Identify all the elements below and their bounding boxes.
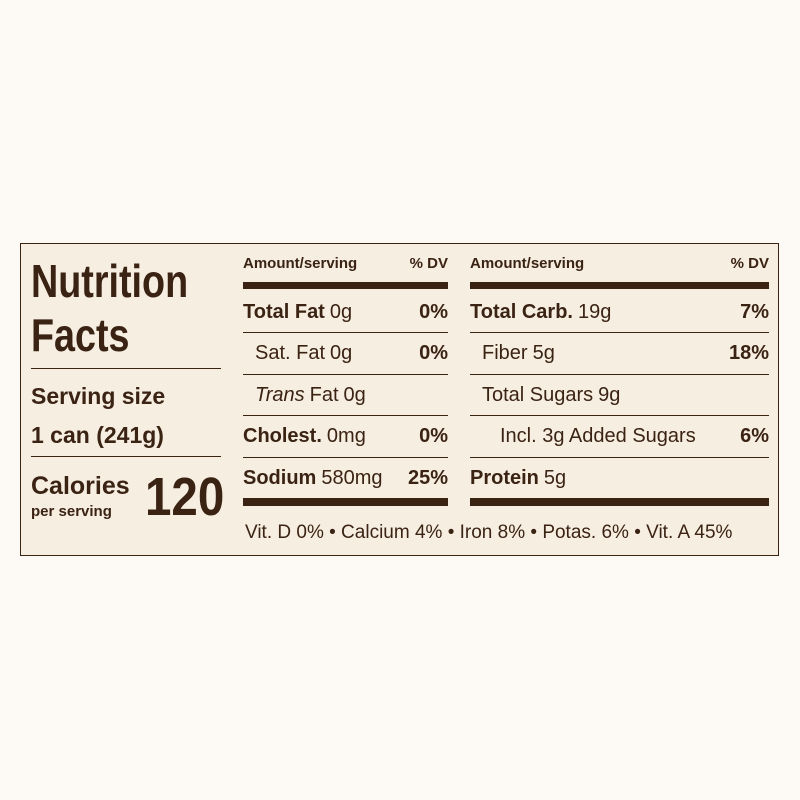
nutrient-name: Sodium: [243, 467, 317, 489]
nutrient-dv: 0%: [419, 425, 448, 447]
nutrient-dv: 6%: [740, 425, 769, 447]
nutrient-name: Total Fat: [243, 300, 325, 323]
nutrient-name: Total Carb.: [470, 300, 573, 323]
nutrient-amount: 5g: [532, 342, 555, 364]
footer: Vit. D 0% • Calcium 4% • Iron 8% • Potas…: [245, 522, 733, 543]
nutrient-row: Trans Fat 0g: [243, 375, 448, 416]
nutrient-amount: 5g: [543, 467, 567, 489]
column-header-amount: Amount/serving: [470, 255, 585, 272]
nutrient-name: Protein: [470, 467, 539, 489]
nutrient-row: Incl. 3g Added Sugars 6%: [470, 417, 769, 458]
serving-label: Serving size: [31, 383, 166, 409]
nutrient-amount: 580mg: [321, 467, 383, 489]
nutrient-amount: 0g: [329, 300, 353, 323]
divider: [31, 456, 221, 457]
nutrient-row: Fiber 5g 18%: [470, 334, 769, 375]
thick-bar: [243, 498, 448, 506]
nutrient-dv: 25%: [407, 467, 448, 489]
nutrient-name-italic: Trans: [255, 383, 305, 406]
nutrient-row: Sat. Fat 0g 0%: [243, 334, 448, 375]
column-header-dv: % DV: [409, 255, 448, 272]
nutrient-dv: 0%: [419, 342, 448, 364]
thick-bar: [470, 498, 769, 506]
serving-value: 1 can (241g): [31, 422, 164, 448]
nutrient-amount: 0mg: [326, 425, 366, 447]
nutrient-dv: 18%: [728, 342, 769, 364]
divider: [31, 368, 221, 369]
title: Nutrition Facts: [31, 255, 189, 361]
calories-label: Calories: [31, 472, 130, 500]
calories-value: 120: [145, 467, 225, 527]
nutrient-amount: 0g: [330, 342, 353, 364]
nutrient-name: Cholest.: [243, 425, 322, 447]
column-header-amount: Amount/serving: [243, 255, 358, 272]
nutrient-name: Fat: [309, 383, 339, 406]
nutrient-amount: 0g: [343, 383, 366, 406]
column-header-dv: % DV: [730, 255, 769, 272]
nutrient-row: Total Carb. 19g 7%: [470, 292, 769, 333]
nutrition-label: Nutrition Facts Serving size 1 can (241g…: [20, 243, 779, 556]
nutrient-row: Protein 5g: [470, 458, 769, 499]
thick-bar: [243, 282, 448, 289]
nutrient-row: Total Sugars 9g: [470, 375, 769, 416]
nutrient-row: Cholest. 0mg 0%: [243, 417, 448, 458]
nutrient-name: Sat. Fat: [255, 342, 326, 364]
nutrient-amount: 19g: [577, 300, 612, 323]
nutrient-amount: 9g: [598, 383, 621, 406]
nutrient-name: Fiber: [482, 342, 528, 364]
nutrient-row: Sodium 580mg 25%: [243, 458, 448, 499]
nutrient-dv: 0%: [419, 300, 448, 323]
nutrient-dv: 7%: [740, 300, 769, 323]
nutrient-name: Total Sugars: [482, 383, 594, 406]
thick-bar: [470, 282, 769, 289]
calories-sublabel: per serving: [31, 503, 112, 520]
nutrient-name: Incl. 3g Added Sugars: [500, 425, 696, 447]
nutrient-row: Total Fat 0g 0%: [243, 292, 448, 333]
